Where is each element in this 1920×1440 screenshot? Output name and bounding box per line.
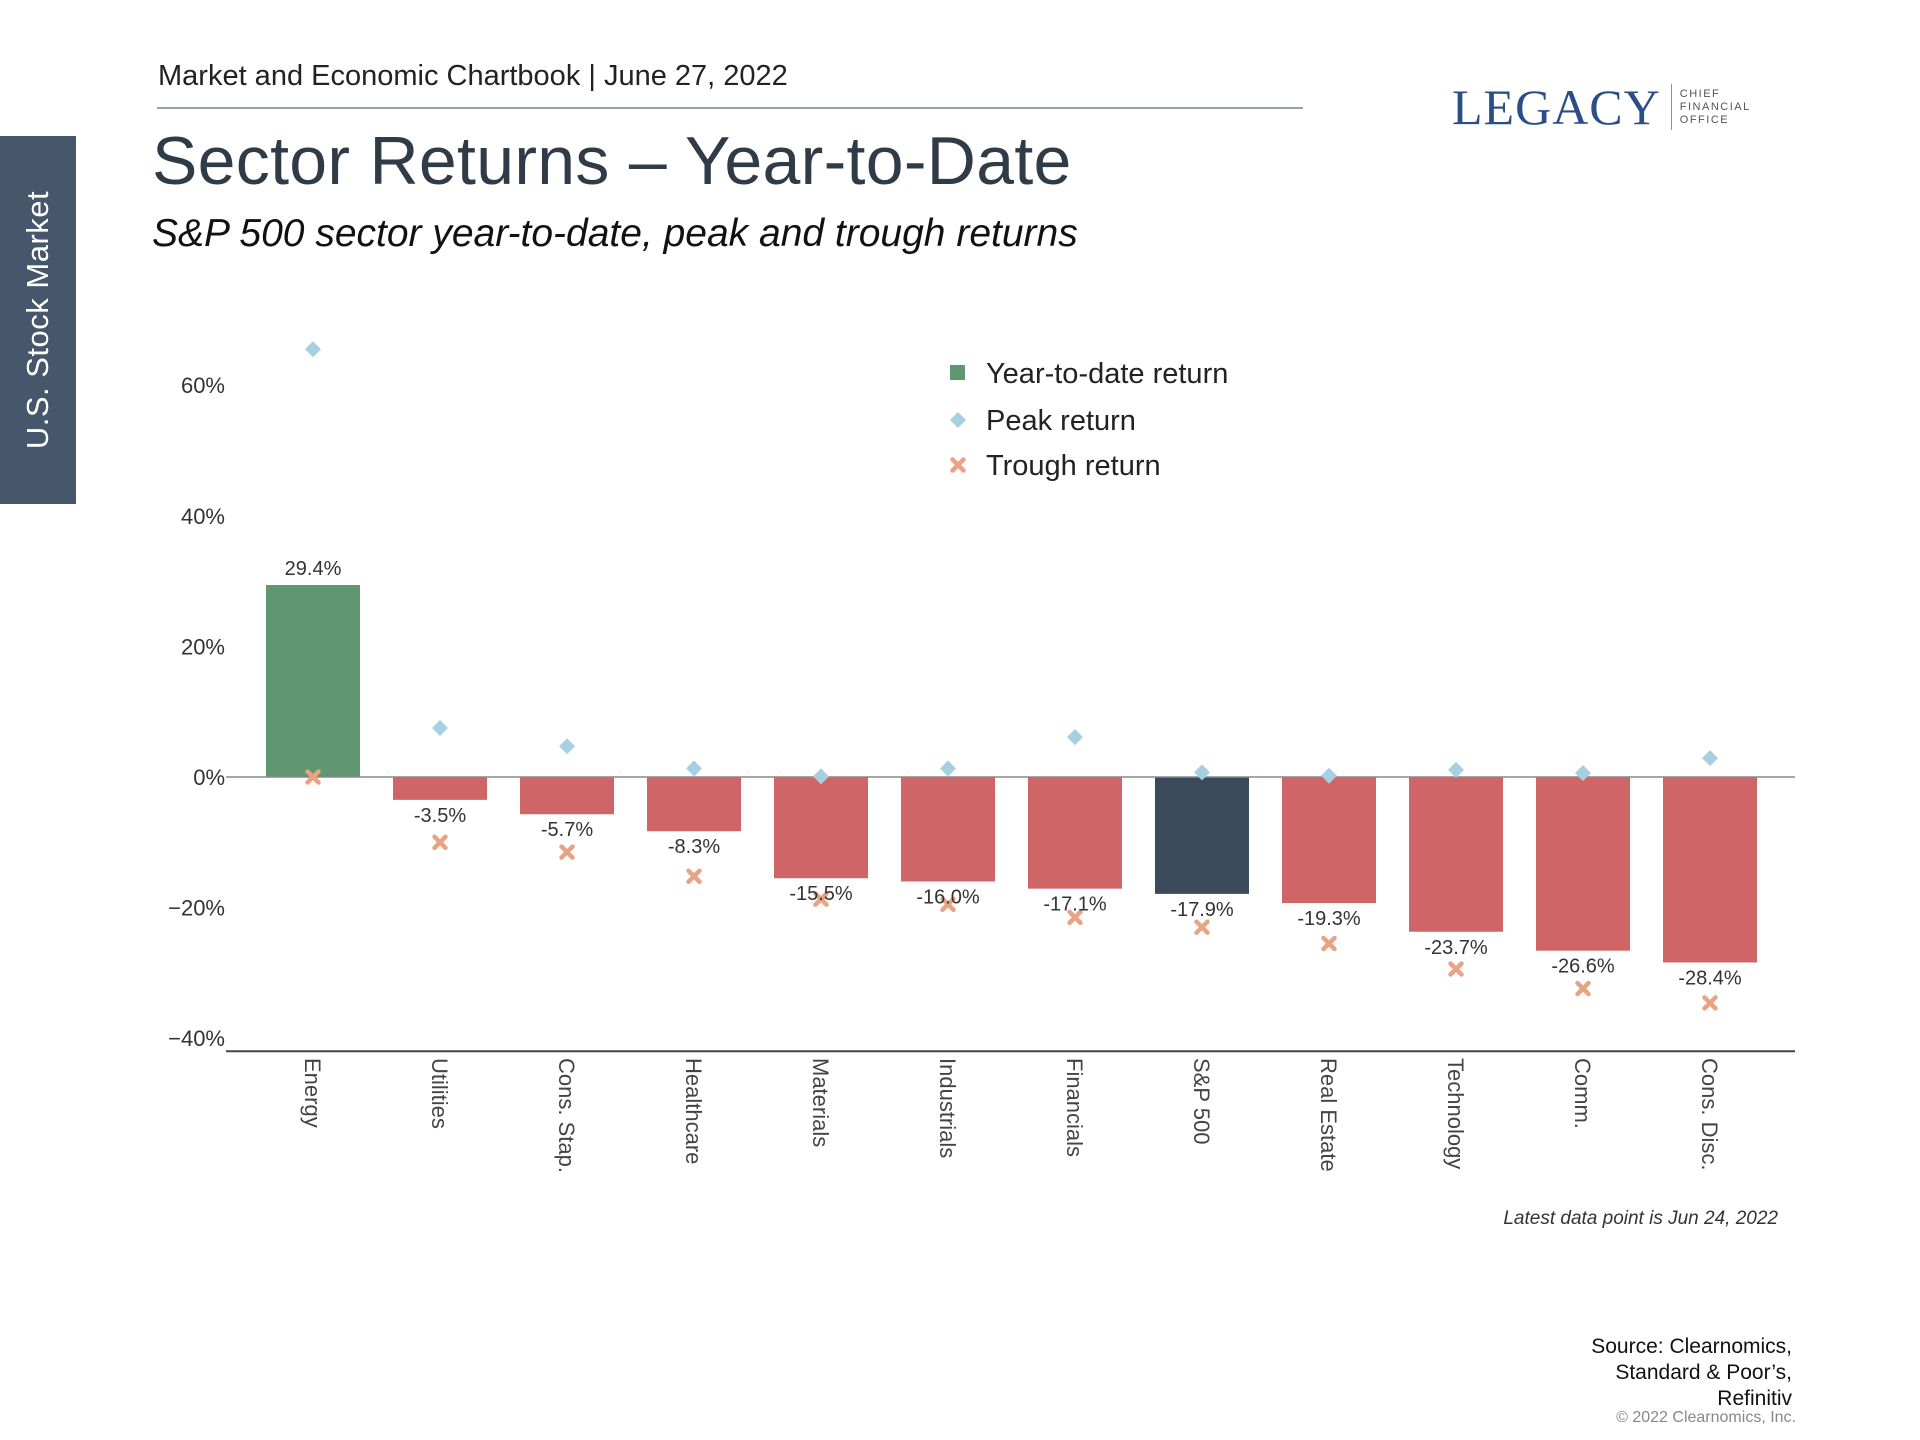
trough-marker xyxy=(940,896,956,913)
peak-marker xyxy=(1448,761,1464,778)
category-label: Technology xyxy=(1443,1058,1468,1169)
category-label: Cons. Stap. xyxy=(554,1058,579,1173)
trough-marker xyxy=(1194,919,1210,935)
peak-marker xyxy=(1321,767,1337,784)
category-label: S&P 500 xyxy=(1189,1058,1214,1144)
peak-marker xyxy=(559,738,575,755)
peak-marker xyxy=(813,768,829,785)
source-line1: Source: Clearnomics, xyxy=(1591,1335,1792,1358)
data-labels: 29.4% -3.5% -5.7% -8.3% -15.5% -16.0% -17.1% -1… xyxy=(285,558,1742,989)
data-label: -17.9% xyxy=(1170,899,1234,921)
category-label: Materials xyxy=(808,1058,833,1147)
ytd-bar xyxy=(266,585,360,777)
trough-marker xyxy=(432,834,448,851)
header-divider xyxy=(157,107,1303,109)
peak-marker xyxy=(432,720,448,737)
y-tick-label: −20% xyxy=(168,896,225,921)
peak-marker xyxy=(1194,764,1210,781)
x-axis: Energy Utilities Cons. Stap. Healthcare Mate… xyxy=(300,1058,1722,1173)
ytd-bar xyxy=(1409,777,1503,932)
legend-ytd-swatch xyxy=(950,365,965,380)
ytd-bar xyxy=(901,777,995,882)
category-label: Industrials xyxy=(935,1058,960,1158)
logo-tagline-line3: OFFICE xyxy=(1679,113,1730,126)
zero-line-layer xyxy=(226,776,1795,1053)
source-note: Source: Clearnomics, Standard & Poor’s, … xyxy=(1500,1334,1792,1412)
data-label: -23.7% xyxy=(1424,937,1488,959)
trough-marker xyxy=(813,891,829,907)
legend-trough-swatch xyxy=(950,457,966,473)
data-label: -16.0% xyxy=(916,886,980,908)
y-tick-label: 40% xyxy=(181,504,225,529)
ytd-bar xyxy=(1155,777,1249,894)
logo-divider xyxy=(1670,84,1672,130)
ytd-bar xyxy=(647,777,741,832)
trough-marker xyxy=(1575,980,1591,997)
category-label: Utilities xyxy=(427,1058,452,1129)
return-markers xyxy=(305,341,1718,1011)
data-label: -8.3% xyxy=(668,836,720,858)
trough-marker xyxy=(686,868,702,885)
ytd-bar xyxy=(1663,777,1757,963)
category-label: Real Estate xyxy=(1316,1058,1341,1172)
legend-trough-label: Trough return xyxy=(986,450,1161,482)
side-tab: U.S. Stock Market xyxy=(0,136,76,504)
copyright: © 2022 Clearnomics, Inc. xyxy=(1616,1409,1796,1426)
logo-tagline-line1: CHIEF xyxy=(1679,87,1721,100)
data-label: 29.4% xyxy=(285,558,342,580)
latest-data-note: Latest data point is Jun 24, 2022 xyxy=(1503,1208,1778,1229)
data-label: -17.1% xyxy=(1043,894,1107,916)
ytd-bar xyxy=(393,777,487,800)
trough-marker xyxy=(1067,909,1083,926)
category-label: Healthcare xyxy=(681,1058,706,1164)
trough-marker xyxy=(1702,995,1718,1011)
y-tick-label: −40% xyxy=(168,1026,225,1051)
y-axis: −40% −20% 0% 20% 40% 60% xyxy=(168,373,225,1051)
legend-ytd-label: Year-to-date return xyxy=(986,358,1228,390)
data-label: -5.7% xyxy=(541,819,593,841)
source-line3: Refinitiv xyxy=(1717,1387,1792,1410)
legacy-logo: LEGACY CHIEF FINANCIAL OFFICE xyxy=(1452,82,1751,132)
peak-marker xyxy=(305,341,321,358)
ytd-bar xyxy=(1028,777,1122,889)
peak-marker xyxy=(1067,729,1083,746)
peak-marker xyxy=(1575,765,1591,782)
chart-legend: Year-to-date return Peak return Trough ret… xyxy=(950,358,1228,482)
logo-tagline: CHIEF FINANCIAL OFFICE xyxy=(1680,88,1751,127)
chartbook-header: Market and Economic Chartbook | June 27,… xyxy=(158,60,788,92)
page-title: Sector Returns – Year-to-Date xyxy=(152,123,1072,199)
data-label: -3.5% xyxy=(414,805,466,827)
legend-peak-swatch xyxy=(950,412,966,428)
peak-marker xyxy=(940,760,956,777)
ytd-bar xyxy=(1282,777,1376,904)
category-label: Cons. Disc. xyxy=(1697,1058,1722,1170)
logo-tagline-line2: FINANCIAL xyxy=(1679,100,1751,113)
y-tick-label: 0% xyxy=(193,765,225,790)
page-subtitle: S&P 500 sector year-to-date, peak and tr… xyxy=(152,212,1078,255)
trough-marker xyxy=(305,769,321,785)
peak-marker xyxy=(686,760,702,777)
y-tick-label: 60% xyxy=(181,373,225,398)
y-tick-label: 20% xyxy=(181,634,225,659)
trough-marker xyxy=(559,844,575,860)
legend-peak-label: Peak return xyxy=(986,405,1136,437)
data-label: -15.5% xyxy=(789,883,853,905)
trough-marker xyxy=(1321,935,1337,952)
ytd-bars xyxy=(266,585,1757,963)
ytd-bar xyxy=(774,777,868,879)
logo-wordmark: LEGACY xyxy=(1452,79,1661,135)
data-label: -26.6% xyxy=(1551,956,1615,978)
data-label: -28.4% xyxy=(1678,967,1742,989)
ytd-bar xyxy=(520,777,614,815)
source-line2: Standard & Poor’s, xyxy=(1615,1361,1792,1384)
trough-marker xyxy=(1448,961,1464,977)
data-label: -19.3% xyxy=(1297,908,1361,930)
category-label: Comm. xyxy=(1570,1058,1595,1129)
ytd-bar xyxy=(1536,777,1630,951)
peak-marker xyxy=(1702,750,1718,767)
category-label: Energy xyxy=(300,1058,325,1128)
category-label: Financials xyxy=(1062,1058,1087,1157)
